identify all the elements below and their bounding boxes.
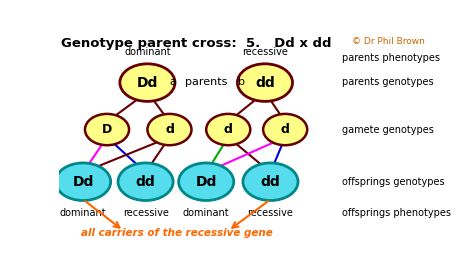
Text: offsprings phenotypes: offsprings phenotypes xyxy=(342,208,451,218)
Ellipse shape xyxy=(179,163,234,201)
Ellipse shape xyxy=(206,114,250,145)
Text: offsprings genotypes: offsprings genotypes xyxy=(342,177,445,187)
Text: dominant: dominant xyxy=(124,47,171,57)
Text: dd: dd xyxy=(136,175,155,189)
Text: d: d xyxy=(165,123,174,136)
Text: Dd: Dd xyxy=(73,175,94,189)
Text: parents genotypes: parents genotypes xyxy=(342,77,434,87)
Text: parents: parents xyxy=(185,77,228,87)
Text: D: D xyxy=(102,123,112,136)
Ellipse shape xyxy=(85,114,129,145)
Ellipse shape xyxy=(55,163,110,201)
Text: b: b xyxy=(237,77,245,87)
Ellipse shape xyxy=(263,114,307,145)
Text: Genotype parent cross:  5.   Dd x dd: Genotype parent cross: 5. Dd x dd xyxy=(61,37,332,50)
Text: d: d xyxy=(281,123,290,136)
Ellipse shape xyxy=(237,64,292,101)
Ellipse shape xyxy=(118,163,173,201)
Text: all carriers of the recessive gene: all carriers of the recessive gene xyxy=(81,228,273,238)
Ellipse shape xyxy=(147,114,191,145)
Ellipse shape xyxy=(243,163,298,201)
Text: recessive: recessive xyxy=(123,208,169,218)
Text: parents phenotypes: parents phenotypes xyxy=(342,53,440,63)
Text: a: a xyxy=(170,77,177,87)
Text: dominant: dominant xyxy=(60,208,107,218)
Text: © Dr Phil Brown: © Dr Phil Brown xyxy=(352,37,425,46)
Text: dd: dd xyxy=(255,76,275,90)
Ellipse shape xyxy=(120,64,175,101)
Text: dominant: dominant xyxy=(183,208,229,218)
Text: d: d xyxy=(224,123,233,136)
Text: recessive: recessive xyxy=(242,47,288,57)
Text: Dd: Dd xyxy=(137,76,158,90)
Text: dd: dd xyxy=(261,175,280,189)
Text: gamete genotypes: gamete genotypes xyxy=(342,125,434,135)
Text: recessive: recessive xyxy=(247,208,293,218)
Text: Dd: Dd xyxy=(195,175,217,189)
